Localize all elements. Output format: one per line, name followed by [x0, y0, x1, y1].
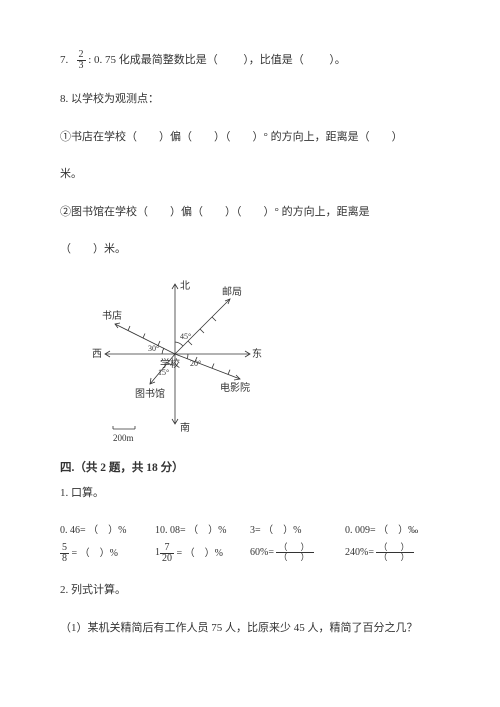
calc-2-1: 5 8 = （ ）% — [60, 543, 155, 564]
label-nw: 书店 — [102, 309, 122, 322]
fraction-2-3: 2 3 — [77, 50, 86, 71]
calc-1-4: 0. 009= （ ）‰ — [345, 523, 440, 539]
compass-svg: 北 南 东 西 学校 邮局 书店 电影院 图书馆 30° 45° 20° 15°… — [80, 279, 280, 449]
scale-label: 200m — [113, 433, 134, 443]
calc-2-4: 240%= （ ） （ ） — [345, 543, 440, 564]
label-se: 电影院 — [220, 381, 250, 394]
frac-paren-4: （ ） （ ） — [376, 543, 413, 562]
calc-2-2: 1 7 20 = （ ）% — [155, 543, 250, 564]
label-south: 南 — [180, 421, 190, 434]
q8-part2-tail: （ ）米。 — [60, 241, 440, 259]
section4-q2-label: 2. 列式计算。 — [60, 582, 440, 600]
angle-sw: 15° — [158, 368, 169, 377]
section4-q1-label: 1. 口算。 — [60, 485, 440, 503]
angle-nw: 30° — [148, 344, 159, 353]
label-west: 西 — [92, 349, 102, 360]
frac-paren-3: （ ） （ ） — [276, 543, 313, 562]
q8-number: 8. — [60, 93, 71, 105]
calc-2-4-lead: 240%= — [345, 547, 376, 558]
calc-1-1: 0. 46= （ ）% — [60, 523, 155, 539]
compass-diagram: 北 南 东 西 学校 邮局 书店 电影院 图书馆 30° 45° 20° 15°… — [80, 279, 280, 449]
section-4-title: 四.（共 2 题，共 18 分） — [60, 459, 440, 477]
q8-part1-tail: 米。 — [60, 166, 440, 184]
label-sw: 图书馆 — [135, 387, 165, 400]
q7-text-c: ）。 — [329, 54, 346, 66]
q7-text-a: : 0. 75 化成最简整数比是（ — [88, 54, 218, 66]
q8-part1-text: ①书店在学校（ ）偏（ ）（ ）° 的方向上，距离是（ ） — [60, 131, 403, 143]
q8-part2-tail-text: （ ）米。 — [60, 243, 126, 255]
q8-part2: ②图书馆在学校（ ）偏（ ）（ ）° 的方向上，距离是 — [60, 204, 440, 222]
frac-7-20: 7 20 — [160, 543, 174, 564]
question-8: 8. 以学校为观测点： — [60, 91, 440, 109]
calc-row-1: 0. 46= （ ）% 10. 08= （ ）% 3= （ ）% 0. 009=… — [60, 523, 440, 539]
label-north: 北 — [180, 280, 190, 292]
q8-part1: ①书店在学校（ ）偏（ ）（ ）° 的方向上，距离是（ ） — [60, 129, 440, 147]
label-east: 东 — [252, 347, 262, 360]
frac-5-8: 5 8 — [60, 543, 69, 564]
calc-1-3: 3= （ ）% — [250, 523, 345, 539]
q7-number: 7. — [60, 54, 68, 66]
q7-text-b: ），比值是（ — [243, 54, 304, 66]
q8-part2-text: ②图书馆在学校（ ）偏（ ）（ ）° 的方向上，距离是 — [60, 206, 370, 218]
calc-2-3-lead: 60%= — [250, 547, 276, 558]
q8-lead: 以学校为观测点： — [71, 93, 159, 105]
calc-2-3: 60%= （ ） （ ） — [250, 543, 345, 564]
angle-se: 20° — [190, 359, 201, 368]
q8-part1-tail-text: 米。 — [60, 168, 82, 180]
calc-row-2: 5 8 = （ ）% 1 7 20 = （ ）% 60%= （ ） （ ） 24… — [60, 543, 440, 564]
calc-2-2-tail: = （ ）% — [174, 548, 223, 559]
question-7: 7. 2 3 : 0. 75 化成最简整数比是（ ），比值是（ ）。 — [60, 50, 440, 71]
angle-ne: 45° — [180, 332, 191, 341]
label-ne: 邮局 — [222, 285, 242, 298]
section4-q2-1: （1）某机关精简后有工作人员 75 人，比原来少 45 人，精简了百分之几？ — [60, 620, 440, 638]
calc-1-2: 10. 08= （ ）% — [155, 523, 250, 539]
calc-2-1-tail: = （ ）% — [69, 548, 118, 559]
